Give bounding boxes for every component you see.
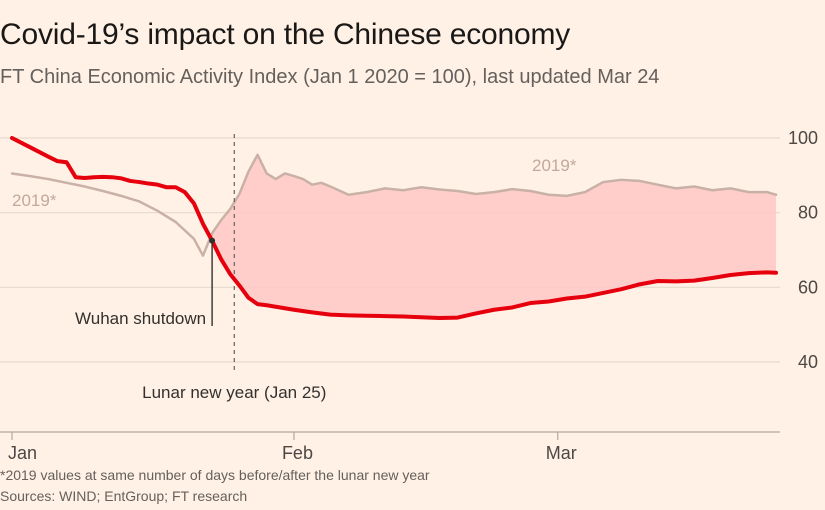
footnote: *2019 values at same number of days befo… [0,467,430,483]
chart-subtitle: FT China Economic Activity Index (Jan 1 … [0,66,660,88]
x-tick-label: Jan [8,443,37,463]
gap-shaded-area [212,154,777,318]
x-tick-label: Mar [546,443,577,463]
y-tick-label: 100 [788,128,818,148]
lunar-new-year-label: Lunar new year (Jan 25) [142,383,326,402]
series-2019-label-left: 2019* [12,191,57,210]
wuhan-shutdown-dot [209,237,216,244]
series-2020-line [10,136,778,320]
y-tick-label: 80 [798,203,818,223]
y-tick-label: 60 [798,277,818,297]
wuhan-shutdown-label: Wuhan shutdown [75,309,206,328]
sources-note: Sources: WIND; EntGroup; FT research [0,488,248,504]
y-tick-label: 40 [798,352,818,372]
series-2019-line [10,153,778,257]
x-tick-label: Feb [282,443,313,463]
series-2019-label-right: 2019* [532,156,577,175]
chart-title: Covid-19’s impact on the Chinese economy [0,18,571,51]
